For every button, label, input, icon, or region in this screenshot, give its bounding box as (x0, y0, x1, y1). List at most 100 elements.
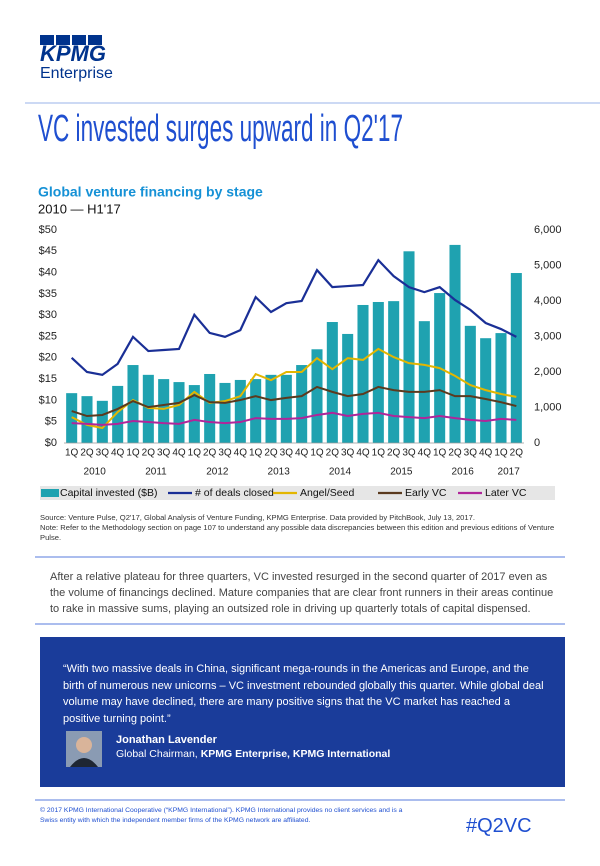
bar (234, 379, 246, 443)
x-tick-label: 2Q (448, 448, 462, 459)
x-tick-label: 2Q (326, 448, 340, 459)
x-tick-label: 1Q (249, 448, 263, 459)
legend-label: Later VC (485, 487, 527, 499)
logo-box (88, 35, 102, 45)
body-text: After a relative plateau for three quart… (50, 571, 554, 615)
bar (250, 379, 262, 443)
y2-tick-label: 5,000 (534, 259, 562, 271)
x-tick-label: 4Q (479, 448, 493, 459)
bar (357, 304, 369, 443)
bar (326, 322, 338, 443)
bar (265, 374, 277, 443)
legend-swatch (41, 489, 59, 497)
year-label: 2012 (206, 467, 229, 478)
year-label: 2017 (498, 467, 521, 478)
bar (158, 379, 170, 443)
bar (495, 333, 507, 443)
x-tick-label: 1Q (65, 448, 79, 459)
bar (311, 349, 323, 443)
source: Source: Venture Pulse, Q2'17, Global Ana… (40, 513, 475, 522)
organization: KPMG Enterprise, KPMG International (200, 748, 391, 760)
quote-name: Jonathan Lavender (116, 734, 217, 746)
x-tick-label: 1Q (188, 448, 202, 459)
x-tick-label: 2Q (80, 448, 94, 459)
x-tick-label: 4Q (172, 448, 186, 459)
source-note: Source: Venture Pulse, Q2'17, Global Ana… (40, 513, 560, 543)
logo-box (72, 35, 86, 45)
y2-tick-label: 4,000 (534, 295, 562, 307)
year-label: 2013 (268, 467, 291, 478)
bar (418, 321, 430, 443)
y-tick-label: $35 (39, 288, 57, 300)
y2-tick-label: 1,000 (534, 401, 562, 413)
bar (188, 385, 200, 443)
x-tick-label: 2Q (510, 448, 524, 459)
x-tick-label: 4Q (418, 448, 432, 459)
y2-tick-label: 3,000 (534, 330, 562, 342)
year-label: 2011 (145, 467, 167, 478)
year-label: 2010 (84, 467, 107, 478)
bar (403, 251, 415, 443)
x-tick-label: 1Q (310, 448, 324, 459)
y2-tick-label: 6,000 (534, 224, 562, 236)
bar (204, 373, 216, 443)
year-label: 2016 (452, 467, 475, 478)
bar (142, 374, 154, 443)
y-tick-label: $50 (39, 224, 57, 236)
x-tick-label: 4Q (356, 448, 370, 459)
bar (81, 396, 93, 443)
x-tick-label: 3Q (96, 448, 110, 459)
legend-label: Capital invested ($B) (60, 487, 157, 499)
page-title: VC invested surges upward in Q2'17 (38, 108, 403, 150)
chart-title: Global venture financing by stage (38, 184, 263, 200)
x-tick-label: 3Q (341, 448, 355, 459)
x-tick-label: 3Q (464, 448, 478, 459)
y-tick-label: $10 (39, 394, 57, 406)
x-tick-label: 3Q (402, 448, 416, 459)
x-tick-label: 4Q (111, 448, 125, 459)
y-tick-label: $25 (39, 330, 57, 342)
x-tick-label: 3Q (280, 448, 294, 459)
y2-tick-label: 0 (534, 437, 540, 449)
bar (449, 244, 461, 443)
bar (372, 301, 384, 443)
year-label: 2015 (390, 467, 413, 478)
x-tick-label: 2Q (264, 448, 278, 459)
bar (296, 365, 308, 443)
chart-subtitle: 2010 — H1'17 (38, 201, 121, 216)
note: Note: Refer to the Methodology section o… (40, 523, 555, 542)
bar (280, 374, 292, 443)
bar (510, 273, 522, 443)
legend-label: # of deals closed (195, 487, 274, 499)
line (71, 385, 517, 418)
year-label: 2014 (329, 467, 352, 478)
x-tick-label: 2Q (387, 448, 401, 459)
x-tick-label: 3Q (218, 448, 232, 459)
x-tick-label: 4Q (295, 448, 309, 459)
x-tick-label: 1Q (433, 448, 447, 459)
y-tick-label: $5 (45, 416, 57, 428)
x-tick-label: 4Q (234, 448, 248, 459)
portrait (66, 731, 102, 767)
y2-tick-label: 2,000 (534, 366, 562, 378)
hashtag: #Q2VC (466, 815, 532, 837)
role: Global Chairman, (116, 748, 198, 760)
quote-role: Global Chairman, KPMG Enterprise, KPMG In… (116, 748, 390, 760)
line (70, 258, 517, 377)
copyright: © 2017 KPMG International Cooperative (“… (40, 807, 403, 824)
x-tick-label: 1Q (372, 448, 386, 459)
bar (127, 365, 139, 443)
logo: KPMG (40, 41, 106, 66)
y-tick-label: $0 (45, 437, 57, 449)
quote-box (40, 637, 565, 787)
x-tick-label: 3Q (157, 448, 171, 459)
x-tick-label: 1Q (494, 448, 508, 459)
bar (388, 301, 400, 443)
logo-box (56, 35, 70, 45)
y-tick-label: $15 (39, 373, 57, 385)
bar (342, 333, 354, 443)
brand: Enterprise (40, 65, 113, 82)
legend-label: Angel/Seed (300, 487, 354, 499)
bar (173, 382, 185, 443)
